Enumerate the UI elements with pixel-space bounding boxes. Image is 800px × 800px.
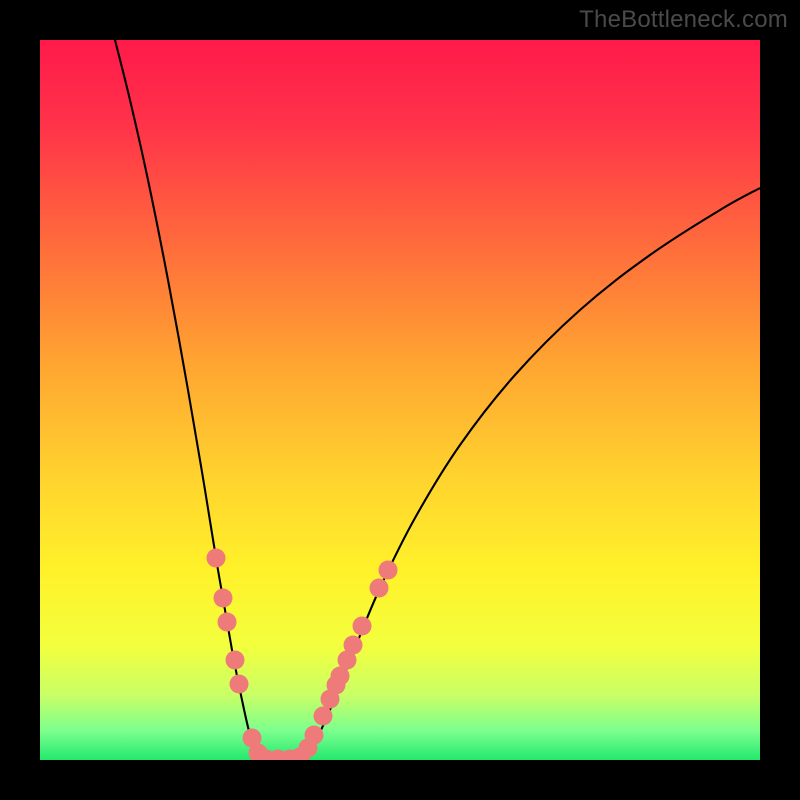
marker-dot	[218, 613, 237, 632]
watermark-text: TheBottleneck.com	[579, 6, 788, 34]
marker-group	[207, 549, 398, 761]
marker-dot	[207, 549, 226, 568]
marker-dot	[344, 636, 363, 655]
plot-area	[40, 40, 760, 760]
marker-dot	[214, 589, 233, 608]
right-curve	[299, 188, 760, 759]
left-curve	[115, 40, 263, 759]
marker-dot	[379, 561, 398, 580]
marker-dot	[305, 726, 324, 745]
marker-dot	[370, 579, 389, 598]
marker-dot	[314, 707, 333, 726]
chart-svg	[40, 40, 760, 760]
marker-dot	[230, 675, 249, 694]
marker-dot	[226, 651, 245, 670]
marker-dot	[353, 617, 372, 636]
